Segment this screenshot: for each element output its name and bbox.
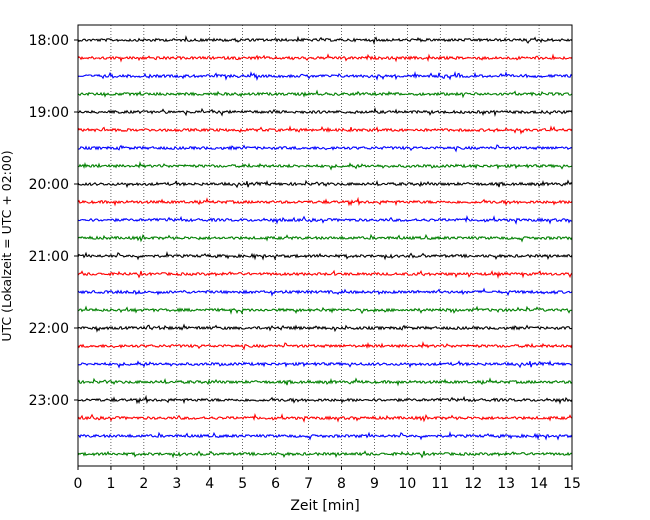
x-axis-label: Zeit [min] (290, 498, 359, 514)
seismic-trace (77, 269, 573, 279)
seismic-trace (77, 377, 573, 387)
seismic-trace (77, 394, 573, 405)
seismic-trace (77, 125, 573, 135)
seismic-trace (77, 251, 573, 261)
seismic-trace (77, 196, 573, 207)
x-tick-label: 7 (304, 476, 313, 492)
seismic-trace (77, 305, 573, 315)
seismic-trace (77, 106, 573, 118)
x-tick-label: 11 (431, 476, 449, 492)
x-tick-label: 2 (139, 476, 148, 492)
plot-background (78, 25, 572, 466)
y-tick-label: 18:00 (29, 33, 69, 49)
x-tick-label: 9 (370, 476, 379, 492)
x-tick-label: 15 (563, 476, 581, 492)
x-tick-label: 12 (464, 476, 482, 492)
seismic-trace (77, 179, 573, 189)
plot-frame (77, 24, 573, 467)
y-tick-label: 23:00 (29, 393, 69, 409)
seismic-trace (77, 360, 573, 369)
seismic-trace (77, 161, 573, 171)
x-tick-label: 14 (530, 476, 548, 492)
seismic-trace (77, 215, 573, 225)
y-tick-label: 19:00 (29, 105, 69, 121)
seismic-trace (77, 144, 573, 153)
y-tick-label: 22:00 (29, 321, 69, 337)
y-axis-ticks: 18:00 19:00 20:00 21:00 22:00 23:00 (29, 33, 78, 409)
y-axis-label: UTC (Lokalzeit = UTC + 02:00) (0, 150, 14, 341)
seismic-traces (77, 35, 573, 459)
seismic-trace (77, 431, 573, 441)
x-tick-label: 10 (398, 476, 416, 492)
y-tick-label: 20:00 (29, 177, 69, 193)
x-tick-label: 8 (337, 476, 346, 492)
seismic-trace (77, 35, 573, 46)
seismic-trace (77, 341, 573, 351)
seismic-trace (77, 233, 573, 243)
seismic-trace (77, 89, 573, 99)
x-tick-label: 0 (74, 476, 83, 492)
x-axis-ticks: 0 1 2 3 4 5 6 7 8 9 10 11 12 13 14 15 (74, 466, 581, 492)
x-tick-label: 1 (106, 476, 115, 492)
x-tick-label: 3 (172, 476, 181, 492)
x-tick-label: 4 (205, 476, 214, 492)
seismic-trace (77, 413, 573, 423)
seismic-trace (77, 450, 573, 459)
seismic-trace (77, 287, 573, 297)
x-tick-label: 6 (271, 476, 280, 492)
seismic-trace (77, 70, 573, 81)
x-tick-label: 5 (238, 476, 247, 492)
x-tick-label: 13 (497, 476, 515, 492)
seismic-trace (77, 53, 573, 63)
seismic-trace (77, 323, 573, 333)
y-tick-label: 21:00 (29, 249, 69, 265)
